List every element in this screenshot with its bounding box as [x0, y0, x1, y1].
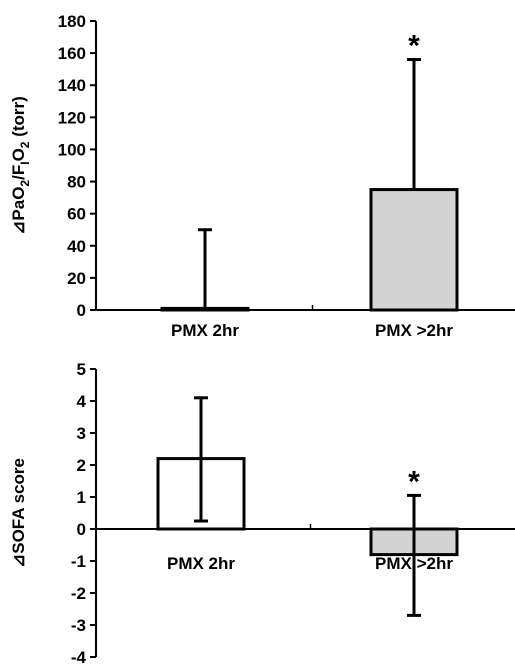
- category-label: PMX 2hr: [167, 554, 235, 573]
- y-axis-label-part: I: [18, 161, 32, 164]
- y-axis-label-part: (torr): [9, 96, 28, 141]
- y-axis-label-part: O: [9, 148, 28, 161]
- y-tick-label: 0: [77, 520, 86, 539]
- category-label: PMX >2hr: [375, 321, 453, 340]
- y-axis-label-part: 2: [18, 180, 32, 187]
- y-axis-label: ⊿SOFA score: [9, 458, 28, 568]
- y-tick-label: -4: [71, 648, 87, 664]
- y-tick-label: 140: [58, 76, 86, 95]
- y-tick-label: 1: [77, 488, 86, 507]
- chart-sofa-score: -4 -3 -2 -1 0 1 2 3 4 5 PMX 2hr * PMX >2hr ⊿SOFA scor…: [9, 360, 515, 664]
- y-tick-label: 40: [67, 237, 86, 256]
- chart-pao2-fio2: 0 20 40 60 80 100 120 140 160 180 PMX 2hr * PMX >2hr…: [9, 12, 515, 340]
- y-tick-label: 0: [77, 301, 86, 320]
- y-tick-label: 60: [67, 205, 86, 224]
- y-tick-label: -1: [71, 552, 86, 571]
- significance-marker: *: [408, 465, 420, 498]
- y-tick-label: 3: [77, 424, 86, 443]
- y-tick-label: 4: [77, 392, 87, 411]
- y-axis-label-part: ⊿PaO: [9, 187, 28, 235]
- bar-2: [369, 188, 459, 312]
- y-tick-label: -2: [71, 584, 86, 603]
- y-tick-label: 20: [67, 269, 86, 288]
- significance-marker: *: [408, 30, 420, 63]
- category-label: PMX 2hr: [171, 321, 239, 340]
- y-tick-label: 80: [67, 173, 86, 192]
- y-tick-label: 2: [77, 456, 86, 475]
- category-label: PMX >2hr: [375, 554, 453, 573]
- y-axis-label-part: /F: [9, 165, 28, 180]
- y-tick-label: -3: [71, 616, 86, 635]
- y-tick-label: 120: [58, 108, 86, 127]
- y-axis-label-part: 2: [18, 141, 32, 148]
- bar-1: [160, 306, 250, 312]
- y-tick-label: 180: [58, 12, 86, 31]
- y-tick-label: 5: [77, 360, 86, 379]
- y-axis-label: ⊿PaO2/FIO2 (torr): [9, 96, 32, 235]
- y-tick-label: 160: [58, 44, 86, 63]
- y-tick-label: 100: [58, 140, 86, 159]
